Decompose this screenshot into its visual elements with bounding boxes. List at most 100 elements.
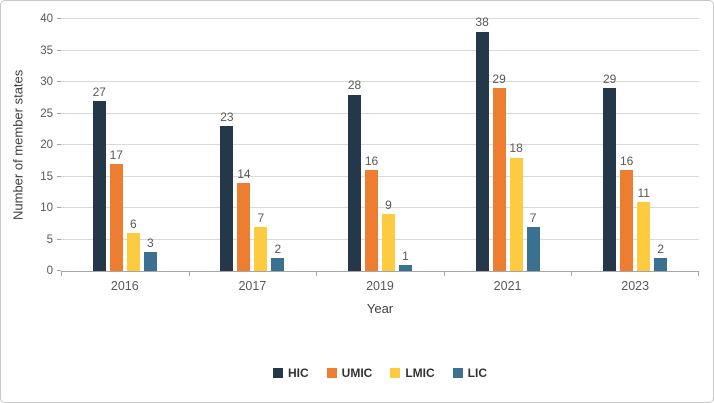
- legend-swatch-lmic: [390, 368, 401, 378]
- bar-slot-umic-2023: 16: [620, 154, 634, 271]
- bar-slot-lic-2019: 1: [398, 248, 412, 271]
- bar-slot-umic-2016: 17: [109, 147, 123, 271]
- y-tick-label: 15: [40, 170, 53, 183]
- bar-slot-lic-2021: 7: [526, 210, 540, 271]
- data-label-umic-2016: 17: [109, 147, 123, 162]
- bar-slot-umic-2019: 16: [364, 154, 379, 271]
- bar-umic-2021: [492, 88, 506, 271]
- y-tick-label: 10: [40, 202, 53, 214]
- y-tick-label: 20: [40, 139, 53, 151]
- legend-label-lmic: LMIC: [405, 366, 435, 380]
- legend-swatch-hic: [272, 368, 283, 378]
- y-tick-mark: [57, 238, 61, 240]
- gridline: [61, 112, 699, 114]
- bar-lic-2023: [654, 258, 668, 271]
- bar-lic-2017: [271, 258, 285, 271]
- x-tick-mark: [188, 271, 190, 276]
- bar-lmic-2021: [509, 157, 523, 271]
- y-axis-ticks: 0 5 10 15 20 25 30 35 40: [27, 13, 61, 277]
- bar-slot-hic-2023: 29: [603, 72, 617, 271]
- data-label-lmic-2023: 11: [637, 185, 650, 200]
- bar-slot-lmic-2016: 6: [126, 217, 140, 271]
- data-label-umic-2023: 16: [620, 154, 634, 169]
- gridline: [61, 18, 699, 19]
- data-label-hic-2017: 23: [220, 109, 234, 124]
- bar-lic-2021: [526, 226, 540, 271]
- bar-umic-2019: [364, 170, 378, 271]
- data-label-lmic-2021: 18: [509, 141, 523, 156]
- bar-lmic-2017: [254, 226, 268, 271]
- x-tick-mark: [443, 271, 445, 276]
- y-tick-label: 5: [46, 233, 53, 246]
- y-tick-label: 30: [40, 76, 53, 88]
- bar-slot-umic-2021: 29: [492, 72, 506, 271]
- legend: HIC UMIC LMIC LIC: [61, 366, 699, 380]
- legend-item-lic: LIC: [452, 366, 487, 380]
- gridline: [61, 144, 699, 145]
- bar-slot-lmic-2021: 18: [509, 141, 523, 271]
- data-label-lic-2016: 3: [146, 235, 154, 250]
- bar-umic-2016: [109, 163, 123, 271]
- x-category-label-2021: 2021: [493, 279, 522, 293]
- gridline: [61, 49, 699, 51]
- bar-lmic-2019: [381, 214, 395, 271]
- bar-group-2016: 27 17 6 3: [91, 85, 159, 271]
- y-tick-mark: [57, 270, 61, 271]
- legend-swatch-umic: [326, 368, 337, 378]
- gridline: [61, 238, 699, 240]
- data-label-lic-2017: 2: [274, 242, 282, 257]
- x-category-label-2023: 2023: [621, 279, 650, 293]
- data-label-lmic-2017: 7: [257, 210, 265, 225]
- bar-group-2019: 28 16 9 1: [346, 79, 414, 271]
- data-label-lic-2021: 7: [529, 210, 537, 225]
- y-tick-label: 40: [40, 13, 53, 25]
- bar-slot-lmic-2023: 11: [637, 185, 651, 271]
- bar-hic-2019: [347, 94, 361, 271]
- legend-label-lic: LIC: [467, 366, 487, 380]
- bar-lmic-2023: [637, 201, 651, 271]
- bar-umic-2017: [237, 182, 251, 271]
- bar-slot-hic-2016: 27: [93, 85, 106, 271]
- bar-group-2023: 29 16 11 2: [601, 72, 669, 271]
- y-axis-title: Number of member states: [10, 69, 26, 221]
- y-tick-mark: [57, 144, 61, 145]
- data-label-umic-2019: 16: [364, 154, 379, 169]
- bar-lic-2019: [398, 264, 412, 271]
- plot-row: Number of member states 0 5 10 15 20 25 30 35 40…: [9, 13, 699, 277]
- x-tick-mark: [61, 271, 62, 276]
- plot-area: 27 17 6 3 23 14 7 2 28 16 9 1 38 29 18 7 29 16 11 2: [61, 15, 699, 276]
- bar-slot-lmic-2017: 7: [254, 210, 268, 271]
- bar-slot-umic-2017: 14: [237, 166, 251, 271]
- x-axis-labels: 2016 2017 2019 2021 2023: [61, 272, 699, 293]
- legend-label-hic: HIC: [287, 366, 309, 380]
- y-tick-mark: [57, 112, 61, 114]
- y-tick-label: 35: [40, 44, 53, 57]
- y-tick-mark: [57, 49, 61, 51]
- bar-slot-hic-2017: 23: [220, 109, 234, 271]
- legend-item-lmic: LMIC: [390, 366, 435, 380]
- bar-slot-lmic-2019: 9: [381, 198, 395, 271]
- legend-item-hic: HIC: [272, 366, 309, 380]
- x-tick-mark: [698, 271, 699, 276]
- data-label-lic-2019: 1: [402, 248, 409, 263]
- x-category-label-2017: 2017: [238, 279, 267, 293]
- data-label-hic-2019: 28: [347, 78, 362, 93]
- bar-hic-2023: [603, 88, 617, 271]
- legend-item-umic: UMIC: [326, 366, 372, 380]
- bar-slot-lic-2016: 3: [143, 235, 157, 271]
- data-label-hic-2023: 29: [603, 72, 617, 87]
- bar-umic-2023: [620, 170, 634, 271]
- bar-slot-hic-2019: 28: [348, 79, 361, 271]
- y-tick-mark: [57, 175, 61, 177]
- data-label-hic-2021: 38: [475, 15, 489, 30]
- bar-hic-2021: [475, 31, 489, 271]
- bar-hic-2017: [220, 126, 234, 271]
- legend-swatch-lic: [452, 368, 463, 378]
- data-label-lmic-2019: 9: [385, 198, 392, 213]
- y-tick-label: 0: [46, 265, 53, 277]
- bar-lmic-2016: [126, 233, 140, 271]
- y-tick-mark: [57, 207, 61, 208]
- data-label-umic-2017: 14: [237, 166, 251, 181]
- bar-group-2017: 23 14 7 2: [218, 109, 286, 271]
